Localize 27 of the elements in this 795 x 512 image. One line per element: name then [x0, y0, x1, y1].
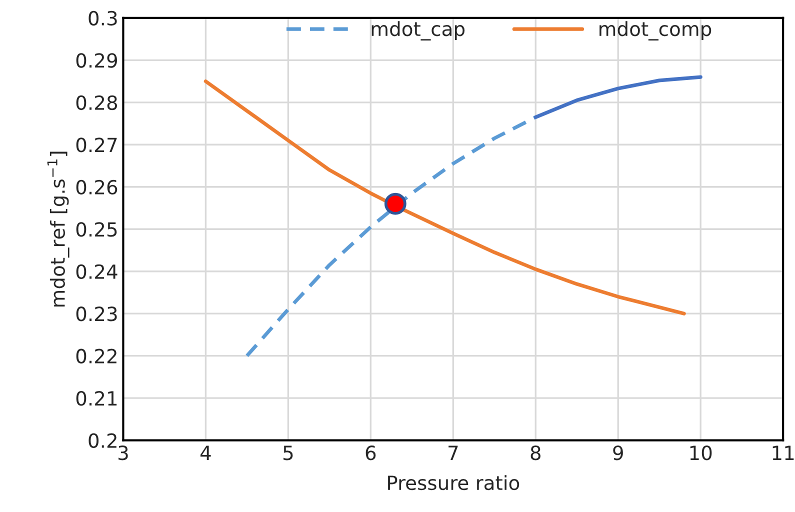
x-tick-label: 6 — [366, 446, 376, 460]
legend-label: mdot_comp — [600, 21, 712, 40]
y-tick-label: 0.29 — [76, 53, 117, 68]
y-tick-label: 0.2 — [88, 433, 116, 448]
x-tick-label: 10 — [690, 446, 712, 460]
y-tick-label: 0.3 — [88, 10, 117, 26]
y-tick-label: 0.22 — [76, 348, 116, 364]
y-tick-label: 0.26 — [76, 180, 118, 195]
y-tick-label: 0.23 — [76, 306, 117, 322]
x-tick-label: 3 — [118, 446, 128, 460]
line-series — [245, 115, 538, 358]
legend-label: mdot_cap — [372, 21, 465, 40]
x-tick-label: 8 — [530, 446, 540, 460]
x-tick-label: 7 — [448, 446, 458, 460]
x-tick-label: 4 — [200, 446, 211, 460]
y-tick-label: 0.24 — [76, 264, 118, 280]
y-tick-label: 0.27 — [76, 138, 117, 152]
x-tick-label: 5 — [284, 446, 293, 460]
line-series — [204, 79, 686, 316]
x-axis-title: Pressure ratio — [388, 475, 520, 490]
x-tick-label: 9 — [613, 446, 623, 460]
y-axis-title: mdot_ref [g.s$^{−1}$] — [47, 152, 70, 306]
line-series — [534, 75, 702, 119]
y-tick-label: 0.21 — [76, 391, 117, 406]
y-tick-label: 0.25 — [76, 222, 117, 237]
y-tick-label: 0.28 — [76, 95, 118, 110]
x-tick-label: 11 — [772, 446, 794, 460]
